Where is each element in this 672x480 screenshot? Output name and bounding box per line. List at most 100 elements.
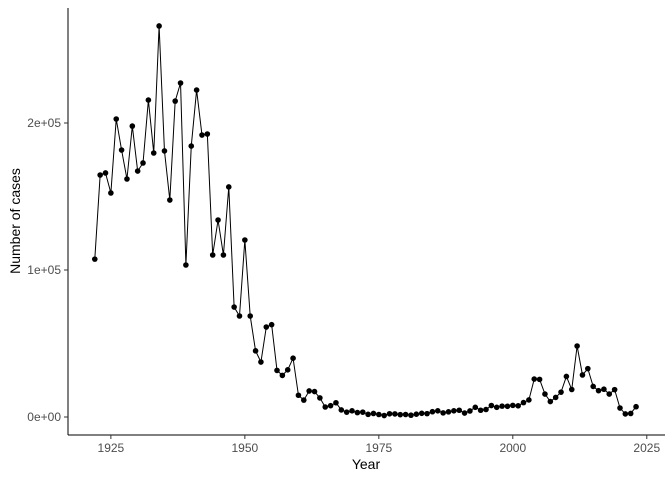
data-point bbox=[456, 407, 463, 414]
data-point bbox=[376, 411, 382, 418]
data-point bbox=[359, 409, 366, 415]
data-point bbox=[418, 410, 425, 417]
data-point bbox=[542, 391, 548, 397]
data-point bbox=[225, 184, 232, 190]
data-point bbox=[327, 402, 334, 409]
data-point bbox=[118, 147, 125, 153]
data-line bbox=[94, 25, 637, 417]
data-point bbox=[252, 348, 259, 354]
data-point bbox=[413, 411, 420, 418]
data-point bbox=[349, 408, 355, 414]
data-point bbox=[236, 313, 243, 319]
data-point bbox=[510, 402, 516, 409]
data-point bbox=[429, 408, 436, 415]
data-point bbox=[472, 404, 479, 411]
data-point bbox=[263, 324, 270, 330]
x-tick-label: 1975 bbox=[365, 441, 392, 455]
data-point bbox=[370, 410, 377, 417]
data-point bbox=[317, 395, 323, 401]
y-tick-label: 1e+05 bbox=[27, 263, 61, 277]
data-point bbox=[590, 383, 596, 390]
data-point bbox=[424, 410, 430, 417]
data-point bbox=[499, 403, 505, 409]
data-point bbox=[295, 392, 302, 399]
data-point bbox=[381, 412, 387, 419]
data-point bbox=[140, 160, 146, 166]
data-point bbox=[242, 237, 248, 243]
data-point bbox=[558, 389, 564, 395]
data-point bbox=[451, 408, 457, 414]
data-point bbox=[386, 410, 393, 417]
data-point bbox=[322, 404, 329, 410]
data-point bbox=[445, 409, 452, 415]
data-point bbox=[504, 403, 511, 410]
data-point bbox=[220, 252, 227, 258]
data-point bbox=[354, 409, 361, 416]
data-point bbox=[284, 367, 291, 373]
y-axis-title: Number of cases bbox=[7, 168, 23, 274]
data-point bbox=[193, 87, 200, 93]
data-point bbox=[274, 367, 280, 374]
data-point bbox=[477, 407, 484, 414]
data-point bbox=[247, 313, 254, 319]
data-point bbox=[568, 386, 575, 393]
data-point bbox=[209, 252, 216, 258]
data-point bbox=[306, 388, 312, 394]
data-point bbox=[520, 399, 527, 406]
data-point bbox=[434, 408, 441, 414]
data-point bbox=[134, 168, 141, 174]
data-point bbox=[493, 404, 500, 411]
data-point bbox=[177, 80, 184, 86]
y-tick-label: 2e+05 bbox=[27, 116, 61, 130]
x-tick-label: 2025 bbox=[633, 441, 660, 455]
data-point bbox=[343, 409, 350, 415]
data-point bbox=[172, 98, 178, 104]
data-point bbox=[204, 131, 211, 137]
data-point bbox=[579, 372, 586, 378]
data-point bbox=[402, 411, 409, 418]
data-point bbox=[145, 97, 152, 103]
data-point bbox=[622, 411, 629, 417]
data-point bbox=[156, 23, 162, 29]
data-point bbox=[392, 411, 398, 417]
x-tick-label: 2000 bbox=[499, 441, 526, 455]
data-point bbox=[617, 405, 623, 411]
data-point bbox=[633, 403, 639, 410]
x-axis-title: Year bbox=[352, 456, 381, 472]
x-tick-label: 1950 bbox=[231, 441, 258, 455]
data-point bbox=[161, 148, 168, 154]
data-point bbox=[199, 132, 205, 138]
data-point bbox=[397, 411, 404, 418]
data-point bbox=[408, 412, 414, 419]
data-point bbox=[167, 197, 173, 203]
data-point bbox=[601, 386, 607, 393]
data-point bbox=[268, 321, 275, 328]
data-point bbox=[515, 403, 521, 409]
data-point bbox=[467, 408, 473, 414]
data-point bbox=[102, 170, 109, 176]
data-point bbox=[188, 143, 195, 149]
data-point bbox=[531, 376, 538, 382]
data-point bbox=[333, 399, 339, 406]
data-point bbox=[574, 343, 580, 349]
data-point bbox=[183, 262, 189, 268]
data-point bbox=[547, 398, 554, 405]
data-point bbox=[338, 407, 345, 413]
data-point bbox=[290, 355, 296, 361]
data-point bbox=[536, 376, 543, 383]
data-point bbox=[97, 172, 103, 178]
data-point bbox=[595, 387, 602, 394]
data-point bbox=[113, 116, 120, 122]
data-point bbox=[440, 410, 446, 416]
data-point bbox=[150, 150, 157, 156]
data-point bbox=[488, 402, 495, 409]
data-point bbox=[300, 397, 307, 403]
data-point bbox=[129, 123, 136, 129]
data-point bbox=[563, 373, 570, 380]
data-point bbox=[108, 190, 114, 196]
data-point bbox=[91, 256, 98, 262]
data-point bbox=[311, 388, 318, 395]
data-point bbox=[552, 394, 559, 401]
data-point bbox=[231, 304, 237, 310]
data-point bbox=[526, 397, 532, 403]
